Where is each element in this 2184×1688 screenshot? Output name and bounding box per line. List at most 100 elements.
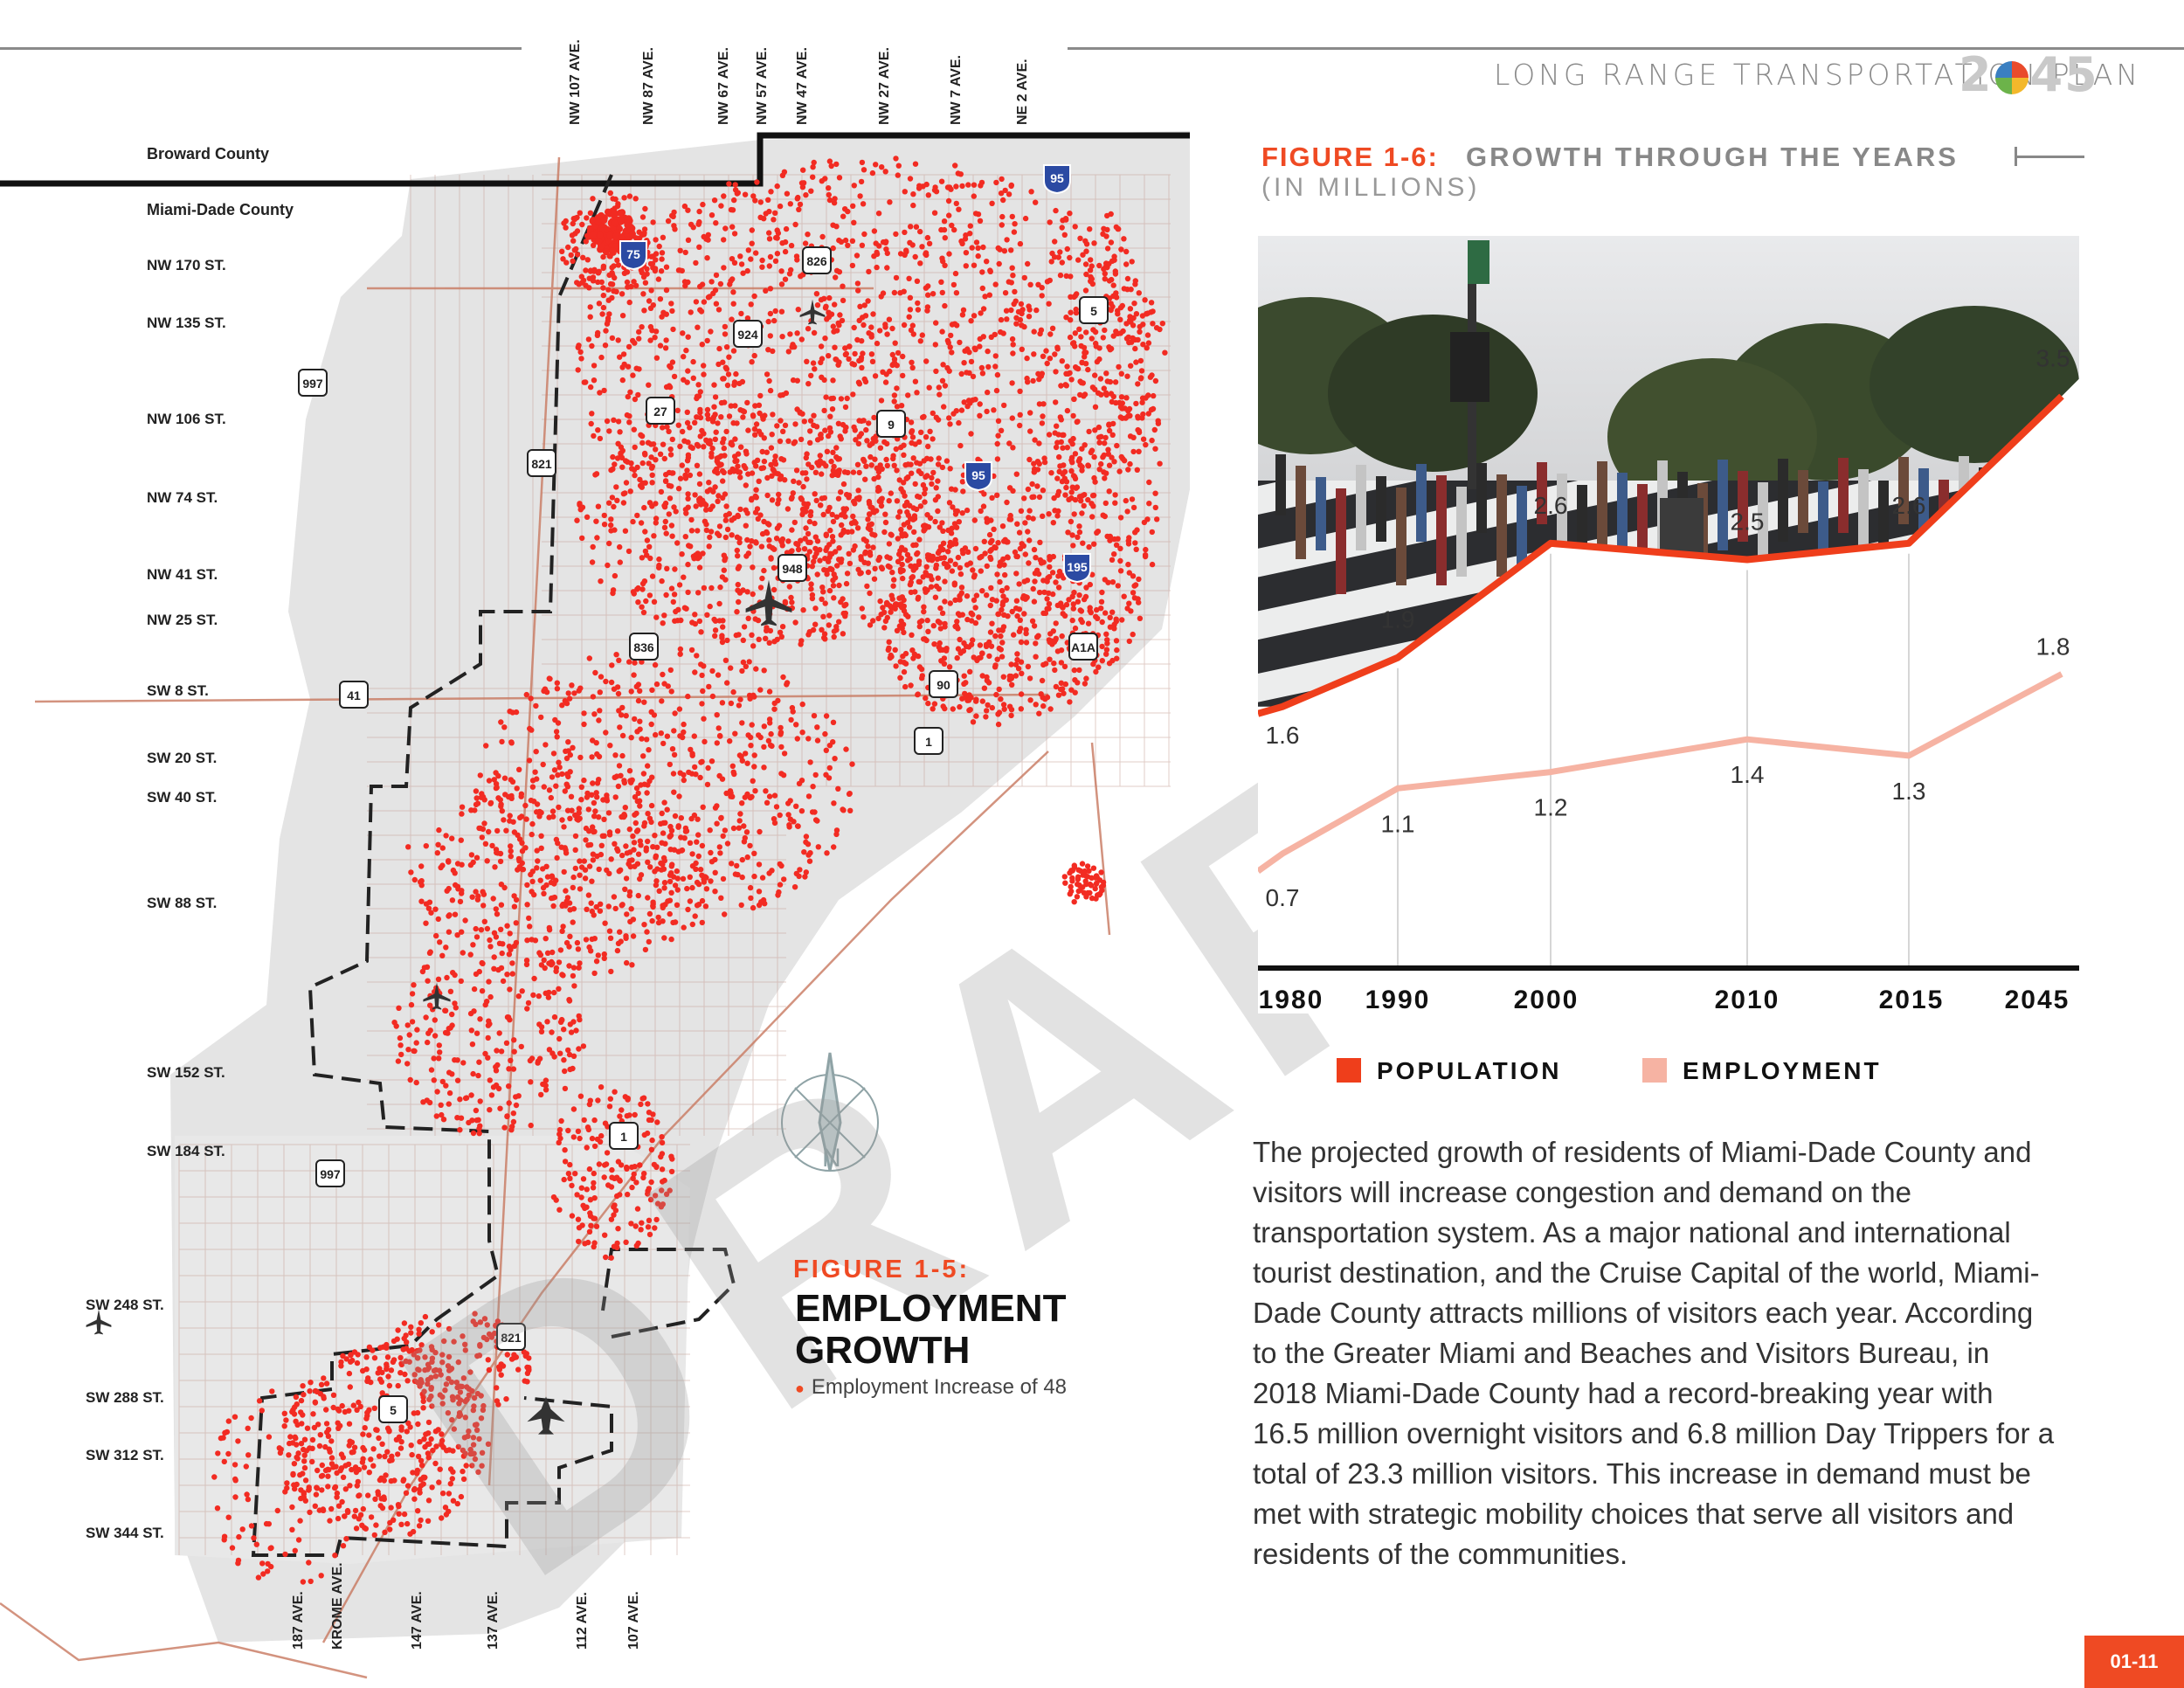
employment-dot [894, 385, 900, 391]
employment-dot [390, 1517, 397, 1524]
employment-dot [989, 537, 995, 543]
employment-dot [425, 1419, 432, 1426]
employment-dot [1071, 511, 1077, 517]
employment-dot [354, 1407, 360, 1414]
employment-dot [587, 210, 594, 216]
employment-dot [625, 548, 632, 555]
employment-dot [989, 620, 995, 626]
employment-dot [998, 633, 1004, 640]
employment-dot [646, 460, 652, 467]
employment-dot [593, 790, 599, 796]
employment-dot [1009, 380, 1015, 386]
employment-dot [433, 1443, 439, 1449]
employment-dot [992, 331, 999, 338]
employment-dot [640, 291, 646, 297]
employment-dot [1088, 449, 1095, 456]
employment-dot [803, 192, 809, 198]
employment-dot [1093, 896, 1099, 902]
employment-dot [470, 942, 476, 948]
employment-dot [695, 590, 702, 596]
employment-dot [656, 888, 662, 894]
employment-dot [432, 1017, 438, 1023]
employment-dot [685, 495, 691, 502]
employment-dot [595, 329, 601, 336]
employment-dot [833, 161, 840, 168]
employment-dot [684, 419, 691, 426]
employment-dot [981, 538, 988, 544]
employment-dot [596, 1161, 603, 1167]
employment-dot [945, 197, 952, 204]
employment-dot [910, 331, 917, 337]
employment-dot [370, 1446, 377, 1452]
employment-dot [826, 542, 833, 548]
employment-dot [504, 1113, 510, 1119]
employment-dot [670, 771, 677, 777]
employment-dot [917, 338, 924, 344]
employment-dot [1018, 639, 1025, 646]
employment-dot [1095, 424, 1102, 431]
employment-dot [680, 734, 686, 741]
employment-dot [888, 490, 894, 496]
employment-dot [951, 521, 958, 527]
employment-dot [1012, 549, 1019, 556]
employment-dot [699, 672, 705, 679]
employment-dot [765, 347, 771, 353]
employment-dot [967, 668, 973, 675]
employment-dot [632, 472, 638, 479]
employment-dot [936, 640, 943, 647]
employment-dot [639, 1096, 646, 1102]
employment-dot [1100, 512, 1106, 518]
employment-dot [438, 1372, 444, 1378]
employment-dot [1106, 488, 1112, 495]
employment-dot [690, 358, 696, 365]
employment-dot [957, 571, 964, 578]
employment-dot [605, 903, 612, 910]
employment-dot [858, 570, 864, 576]
employment-dot [513, 920, 519, 926]
employment-dot [400, 1346, 406, 1352]
employment-dot [778, 862, 784, 869]
employment-dot [987, 602, 994, 609]
employment-dot [417, 1439, 423, 1445]
employment-dot [1017, 316, 1024, 323]
employment-dot [860, 456, 867, 463]
employment-dot [977, 412, 983, 419]
employment-dot [422, 1474, 428, 1481]
employment-dot [474, 896, 481, 903]
employment-dot [659, 578, 665, 585]
employment-dot [302, 1477, 309, 1484]
employment-dot [586, 1166, 593, 1173]
employment-dot [738, 310, 744, 317]
employment-dot [1092, 885, 1098, 892]
employment-dot [743, 751, 749, 757]
employment-dot [946, 212, 952, 218]
employment-dot [498, 801, 504, 807]
employment-dot [812, 520, 818, 527]
employment-dot [589, 342, 595, 349]
employment-dot [499, 808, 505, 814]
employment-dot [519, 988, 525, 994]
employment-dot [916, 536, 923, 543]
employment-dot [856, 469, 862, 476]
employment-dot [901, 660, 908, 666]
employment-dot [498, 1372, 504, 1378]
employment-dot [632, 196, 639, 202]
employment-dot [700, 804, 706, 810]
employment-dot [641, 823, 647, 829]
employment-dot [660, 1179, 666, 1185]
employment-dot [866, 330, 872, 336]
employment-dot [370, 1463, 377, 1469]
employment-dot [580, 1043, 587, 1049]
employment-dot [294, 1456, 301, 1462]
employment-dot [633, 810, 639, 817]
employment-dot [1099, 658, 1106, 664]
employment-dot [624, 1164, 630, 1171]
employment-dot [884, 554, 890, 560]
employment-dot [1047, 277, 1054, 284]
employment-dot [577, 886, 584, 892]
employment-dot [301, 1452, 308, 1458]
employment-dot [450, 1397, 456, 1403]
employment-dot [839, 522, 845, 529]
employment-dot [930, 623, 937, 629]
employment-dot [1030, 515, 1036, 522]
